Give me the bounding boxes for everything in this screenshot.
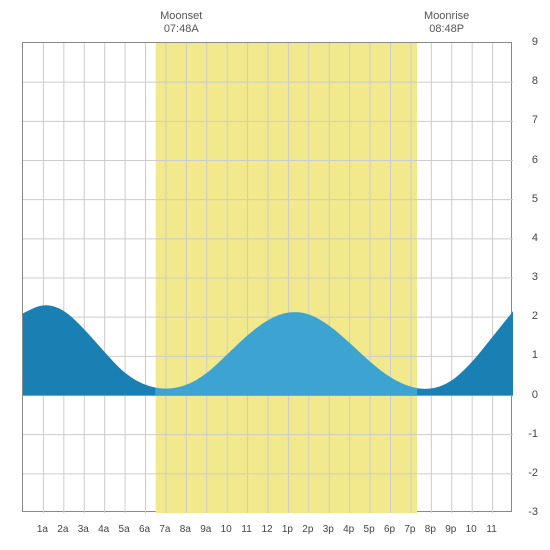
x-tick-label: 2p [302, 524, 313, 535]
y-tick-label: 2 [532, 310, 538, 322]
moonrise-time: 08:48P [417, 23, 477, 36]
x-tick-label: 9a [200, 524, 211, 535]
y-tick-label: 6 [532, 154, 538, 166]
y-tick-label: 9 [532, 36, 538, 48]
x-tick-label: 1p [282, 524, 293, 535]
moonrise-label: Moonrise 08:48P [417, 10, 477, 36]
x-tick-label: 4p [343, 524, 354, 535]
x-tick-label: 8p [425, 524, 436, 535]
y-tick-label: 5 [532, 193, 538, 205]
x-axis: 1a 2a 3a 4a 5a 6a 7a 8a 9a 10 11 12 1p 2p 3p 4p 5p 6p 7p 8p… [22, 522, 512, 540]
x-tick-label: 11 [486, 524, 496, 535]
plot-area [22, 42, 512, 512]
x-tick-label: 3p [323, 524, 334, 535]
x-tick-label: 10 [221, 524, 232, 535]
x-tick-label: 11 [241, 524, 251, 535]
chart-svg [23, 43, 513, 513]
x-tick-label: 8a [180, 524, 191, 535]
y-tick-label: 7 [532, 114, 538, 126]
y-tick-label: -3 [528, 506, 538, 518]
moonset-title: Moonset [151, 10, 211, 23]
x-tick-label: 6p [384, 524, 395, 535]
y-tick-label: 8 [532, 75, 538, 87]
y-tick-label: -1 [528, 428, 538, 440]
x-tick-label: 3a [78, 524, 89, 535]
x-tick-label: 2a [57, 524, 68, 535]
y-tick-label: 4 [532, 232, 538, 244]
moonset-label: Moonset 07:48A [151, 10, 211, 36]
x-tick-label: 7p [404, 524, 415, 535]
x-tick-label: 9p [445, 524, 456, 535]
y-tick-label: 1 [532, 349, 538, 361]
moonset-time: 07:48A [151, 23, 211, 36]
x-tick-label: 4a [98, 524, 109, 535]
moonrise-title: Moonrise [417, 10, 477, 23]
y-tick-label: 3 [532, 271, 538, 283]
x-tick-label: 10 [466, 524, 477, 535]
x-tick-label: 6a [139, 524, 150, 535]
y-axis: -3-2-10123456789 [518, 42, 540, 512]
y-tick-label: -2 [528, 467, 538, 479]
x-tick-label: 7a [159, 524, 170, 535]
top-annotations: Moonset 07:48A Moonrise 08:48P [10, 10, 540, 40]
y-tick-label: 0 [532, 389, 538, 401]
x-tick-label: 5a [119, 524, 130, 535]
x-tick-label: 1a [37, 524, 48, 535]
tide-chart: Moonset 07:48A Moonrise 08:48P -3-2-1012… [10, 10, 540, 540]
x-tick-label: 5p [364, 524, 375, 535]
x-tick-label: 12 [261, 524, 272, 535]
